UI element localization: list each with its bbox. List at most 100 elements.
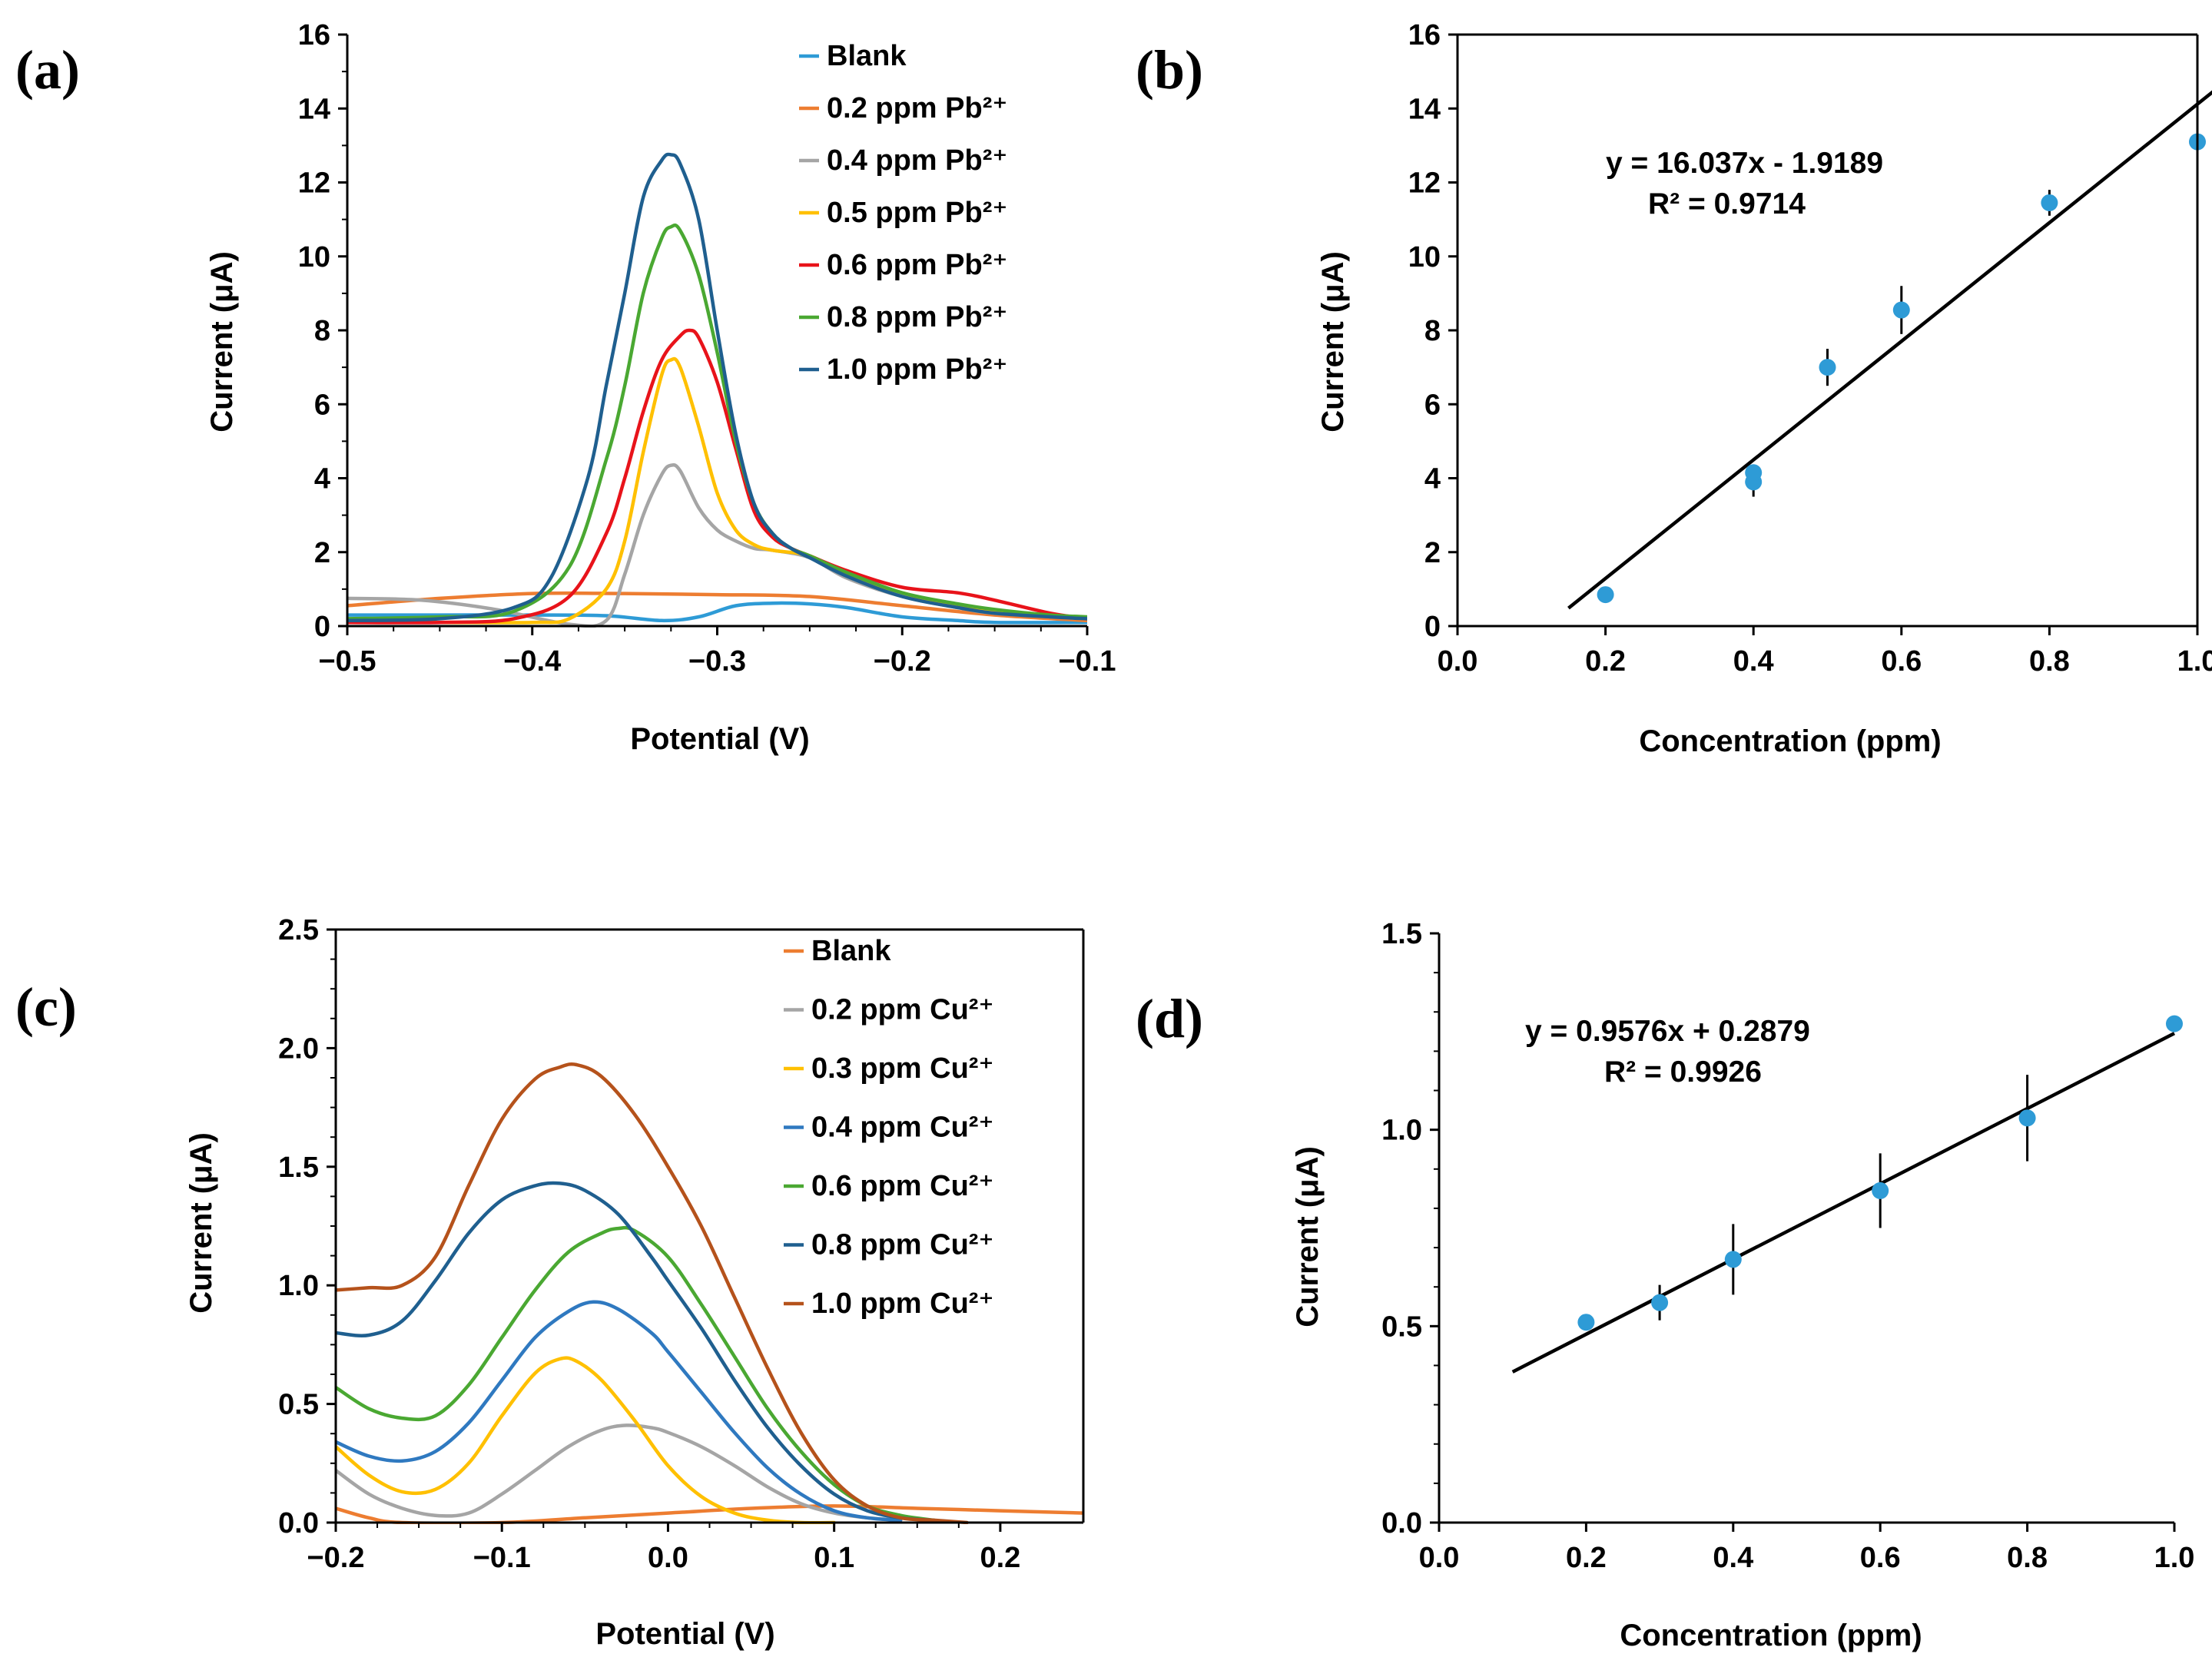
x-axis-title-b: Concentration (ppm) — [1639, 724, 1941, 758]
legend-label: 0.4 ppm Cu²⁺ — [811, 1112, 994, 1144]
legend-c: Blank 0.2 ppm Cu²⁺ 0.3 ppm Cu²⁺ 0.4 ppm Cu²… — [784, 935, 994, 1320]
data-point — [1892, 301, 1910, 319]
legend-label: 0.8 ppm Cu²⁺ — [811, 1229, 994, 1261]
x-tick-label: −0.5 — [318, 645, 376, 678]
x-tick-label: 0.6 — [1881, 645, 1922, 678]
series-line — [336, 1300, 903, 1523]
y-tick-label: 4 — [314, 463, 330, 495]
x-tick-label: −0.2 — [307, 1542, 364, 1574]
y-axis-title-c: Current (μA) — [184, 1132, 218, 1314]
legend-label: 0.2 ppm Cu²⁺ — [811, 994, 994, 1026]
y-tick-labels-b: 0 2 4 6 8 10 12 14 16 — [1408, 19, 1441, 643]
axes-d — [1430, 932, 2176, 1532]
axes-c — [327, 928, 1085, 1532]
fit-equation-d: y = 0.9576x + 0.2879 — [1525, 1015, 1810, 1048]
y-tick-labels-c: 0.0 0.5 1.0 1.5 2.0 2.5 — [278, 914, 319, 1539]
y-tick-label: 0.5 — [1381, 1311, 1422, 1343]
x-tick-label: 0.0 — [1438, 645, 1478, 678]
panel-label-d: (d) — [1136, 988, 1203, 1049]
y-tick-label: 0 — [1424, 611, 1441, 643]
data-point — [2041, 194, 2058, 211]
y-tick-label: 0.0 — [278, 1507, 319, 1539]
y-tick-labels-a: 0 2 4 6 8 10 12 14 16 — [298, 19, 330, 643]
panel-label-a: (a) — [15, 39, 80, 101]
x-tick-labels-a: −0.5 −0.4 −0.3 −0.2 −0.1 — [318, 645, 1116, 678]
series-line — [347, 328, 1087, 625]
plot-area-d — [1511, 1015, 2183, 1374]
y-tick-label: 2.0 — [278, 1032, 319, 1065]
y-tick-label: 10 — [298, 241, 330, 273]
y-tick-label: 0 — [314, 611, 330, 643]
x-tick-label: −0.3 — [688, 645, 746, 678]
y-tick-label: 1.5 — [1381, 918, 1422, 950]
data-point — [2166, 1015, 2183, 1032]
series-line — [347, 223, 1087, 621]
series-line — [347, 591, 1087, 623]
y-axis-title-a: Current (μA) — [205, 251, 239, 432]
plot-area-a — [347, 152, 1087, 628]
y-tick-label: 6 — [1424, 389, 1441, 421]
data-point — [1597, 586, 1614, 604]
trend-line — [1567, 90, 2212, 610]
x-tick-label: −0.4 — [503, 645, 561, 678]
x-tick-labels-d: 0.0 0.2 0.4 0.6 0.8 1.0 — [1419, 1542, 2195, 1574]
legend-label: 0.5 ppm Pb²⁺ — [827, 197, 1007, 229]
y-tick-label: 2.5 — [278, 914, 319, 946]
series-line — [336, 1423, 903, 1523]
legend-label: 1.0 ppm Cu²⁺ — [811, 1288, 994, 1320]
legend-label: Blank — [827, 40, 907, 72]
x-tick-label: −0.1 — [1058, 645, 1116, 678]
data-point — [2018, 1109, 2036, 1127]
y-tick-label: 1.5 — [278, 1152, 319, 1184]
legend-label: 0.2 ppm Pb²⁺ — [827, 92, 1007, 124]
x-tick-label: 0.2 — [1566, 1542, 1607, 1574]
chart-panel-a: −0.5 −0.4 −0.3 −0.2 −0.1 0 2 4 6 8 10 12 14 16 Poten… — [205, 19, 1116, 756]
legend-label: 0.6 ppm Cu²⁺ — [811, 1170, 994, 1202]
y-tick-label: 2 — [1424, 537, 1441, 569]
legend-a: Blank 0.2 ppm Pb²⁺ 0.4 ppm Pb²⁺ 0.5 ppm Pb²… — [799, 40, 1007, 386]
x-tick-label: 0.0 — [1419, 1542, 1460, 1574]
x-tick-label: 0.8 — [2029, 645, 2070, 678]
y-tick-label: 2 — [314, 537, 330, 569]
y-tick-label: 4 — [1424, 463, 1441, 495]
y-tick-label: 1.0 — [1381, 1115, 1422, 1147]
x-tick-labels-b: 0.0 0.2 0.4 0.6 0.8 1.0 — [1438, 645, 2212, 678]
y-tick-label: 14 — [298, 93, 330, 125]
y-tick-label: 1.0 — [278, 1270, 319, 1302]
x-tick-label: 0.4 — [1713, 1542, 1753, 1574]
data-point — [1745, 464, 1763, 482]
y-tick-labels-d: 0.0 0.5 1.0 1.5 — [1381, 918, 1422, 1539]
x-tick-label: 1.0 — [2177, 645, 2212, 678]
x-tick-label: 0.8 — [2007, 1542, 2048, 1574]
chart-panel-c: −0.2 −0.1 0.0 0.1 0.2 0.0 0.5 1.0 1.5 2.0 2.5 Pot… — [184, 914, 1085, 1651]
x-tick-label: 0.2 — [980, 1542, 1020, 1574]
series-line — [347, 356, 1087, 625]
legend-label: Blank — [811, 935, 891, 967]
y-tick-label: 8 — [314, 315, 330, 347]
y-tick-label: 12 — [298, 167, 330, 200]
y-tick-label: 6 — [314, 389, 330, 421]
series-line — [336, 1062, 969, 1524]
x-tick-label: 0.1 — [814, 1542, 854, 1574]
y-tick-label: 10 — [1408, 241, 1441, 273]
data-point — [1724, 1251, 1742, 1268]
axes-b — [1448, 33, 2199, 635]
y-tick-label: 12 — [1408, 167, 1441, 200]
x-axis-title-d: Concentration (ppm) — [1620, 1619, 1922, 1652]
x-tick-label: 1.0 — [2154, 1542, 2195, 1574]
series-line — [347, 152, 1087, 623]
y-tick-label: 16 — [298, 19, 330, 51]
y-axis-title-b: Current (μA) — [1316, 251, 1350, 432]
y-tick-label: 14 — [1408, 93, 1441, 125]
data-point — [1819, 359, 1836, 376]
x-axis-title-c: Potential (V) — [595, 1617, 774, 1651]
x-tick-label: −0.2 — [874, 645, 931, 678]
y-tick-label: 16 — [1408, 19, 1441, 51]
legend-label: 0.4 ppm Pb²⁺ — [827, 144, 1007, 177]
chart-panel-d: 0.0 0.2 0.4 0.6 0.8 1.0 0.0 0.5 1.0 1.5 Concentr… — [1291, 918, 2194, 1652]
panel-label-b: (b) — [1136, 39, 1203, 101]
data-point — [1872, 1181, 1889, 1199]
legend-label: 0.6 ppm Pb²⁺ — [827, 249, 1007, 281]
x-tick-label: 0.0 — [648, 1542, 688, 1574]
